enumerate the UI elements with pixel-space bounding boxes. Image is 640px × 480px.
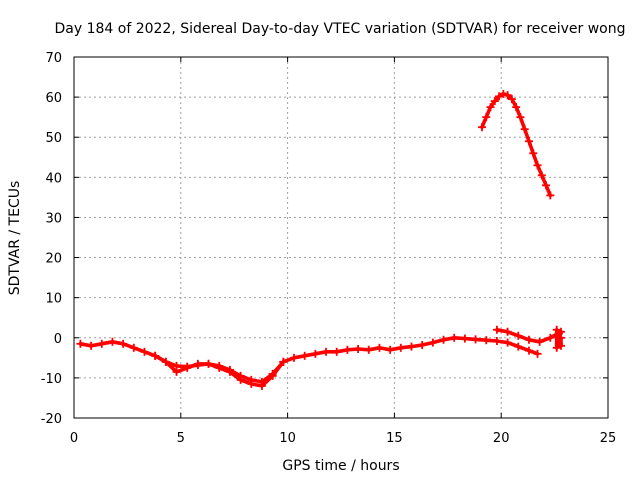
data-point bbox=[552, 343, 561, 352]
y-tick-label: -20 bbox=[41, 412, 62, 427]
data-point bbox=[503, 91, 512, 100]
x-tick-label: 15 bbox=[386, 431, 403, 446]
data-point bbox=[512, 103, 521, 112]
x-tick-label: 10 bbox=[279, 431, 296, 446]
data-point bbox=[514, 331, 523, 340]
chart-title: Day 184 of 2022, Sidereal Day-to-day VTE… bbox=[55, 21, 626, 37]
data-point bbox=[279, 357, 288, 366]
data-point bbox=[354, 345, 363, 354]
data-point bbox=[386, 345, 395, 354]
data-point bbox=[503, 338, 512, 347]
data-point bbox=[503, 327, 512, 336]
data-point bbox=[225, 367, 234, 376]
data-point bbox=[407, 342, 416, 351]
data-point bbox=[311, 349, 320, 358]
data-point bbox=[516, 113, 525, 122]
data-point bbox=[535, 337, 544, 346]
data-point bbox=[140, 347, 149, 356]
data-point bbox=[482, 336, 491, 345]
data-point bbox=[183, 363, 192, 372]
data-point bbox=[554, 329, 563, 338]
data-point bbox=[375, 343, 384, 352]
data-point bbox=[499, 89, 508, 98]
data-point bbox=[507, 95, 516, 104]
data-point bbox=[546, 333, 555, 342]
y-tick-label: 30 bbox=[45, 211, 62, 226]
data-point bbox=[471, 335, 480, 344]
data-point bbox=[537, 171, 546, 180]
data-point bbox=[322, 347, 331, 356]
data-point bbox=[524, 346, 533, 355]
y-tick-label: -10 bbox=[41, 372, 62, 387]
y-tick-label: 60 bbox=[45, 91, 62, 106]
data-point bbox=[257, 381, 266, 390]
y-tick-label: 40 bbox=[45, 171, 62, 186]
data-point bbox=[300, 351, 309, 360]
data-point bbox=[492, 325, 501, 334]
plot-frame bbox=[73, 56, 609, 419]
data-point bbox=[161, 357, 170, 366]
data-point bbox=[460, 334, 469, 343]
data-point bbox=[428, 338, 437, 347]
data-point bbox=[557, 341, 566, 350]
data-point bbox=[552, 325, 561, 334]
data-point bbox=[364, 345, 373, 354]
data-point bbox=[332, 347, 341, 356]
data-point bbox=[418, 340, 427, 349]
data-point bbox=[396, 343, 405, 352]
y-axis-label: SDTVAR / TECUs bbox=[7, 181, 23, 296]
grid-lines bbox=[74, 57, 608, 418]
x-tick-label: 0 bbox=[70, 431, 78, 446]
data-series bbox=[76, 89, 566, 390]
y-tick-label: 0 bbox=[54, 332, 62, 347]
x-tick-label: 5 bbox=[177, 431, 185, 446]
data-point bbox=[542, 181, 551, 190]
data-point bbox=[546, 191, 555, 200]
data-point bbox=[524, 335, 533, 344]
data-point bbox=[236, 375, 245, 384]
data-point bbox=[193, 359, 202, 368]
data-point bbox=[108, 337, 117, 346]
data-point bbox=[129, 343, 138, 352]
data-point bbox=[151, 351, 160, 360]
data-point bbox=[204, 359, 213, 368]
data-point bbox=[533, 161, 542, 170]
data-point bbox=[119, 339, 128, 348]
data-point bbox=[268, 371, 277, 380]
data-point bbox=[495, 92, 504, 101]
data-point bbox=[524, 137, 533, 146]
data-point bbox=[97, 339, 106, 348]
data-point bbox=[492, 336, 501, 345]
data-point bbox=[490, 97, 499, 106]
data-point bbox=[439, 335, 448, 344]
data-point bbox=[557, 333, 566, 342]
data-point bbox=[87, 341, 96, 350]
data-point bbox=[450, 333, 459, 342]
data-point bbox=[529, 149, 538, 158]
data-point bbox=[520, 125, 529, 134]
data-point bbox=[482, 113, 491, 122]
x-tick-label: 25 bbox=[600, 431, 617, 446]
data-point bbox=[76, 339, 85, 348]
data-point bbox=[477, 123, 486, 132]
y-tick-label: 10 bbox=[45, 292, 62, 307]
data-point bbox=[486, 103, 495, 112]
x-tick-label: 20 bbox=[493, 431, 510, 446]
series-line bbox=[78, 335, 540, 384]
data-point bbox=[247, 379, 256, 388]
data-point bbox=[215, 363, 224, 372]
axis-ticks: 0 5 10 15 20 25 -20 -10 0 10 20 30 40 50 60 70 bbox=[41, 51, 617, 446]
data-point bbox=[343, 345, 352, 354]
y-tick-label: 20 bbox=[45, 252, 62, 267]
data-point bbox=[290, 353, 299, 362]
y-tick-label: 50 bbox=[45, 131, 62, 146]
data-point bbox=[514, 342, 523, 351]
x-axis-label: GPS time / hours bbox=[282, 458, 399, 474]
y-tick-label: 70 bbox=[45, 51, 62, 66]
data-point bbox=[533, 349, 542, 358]
data-point bbox=[172, 367, 181, 376]
